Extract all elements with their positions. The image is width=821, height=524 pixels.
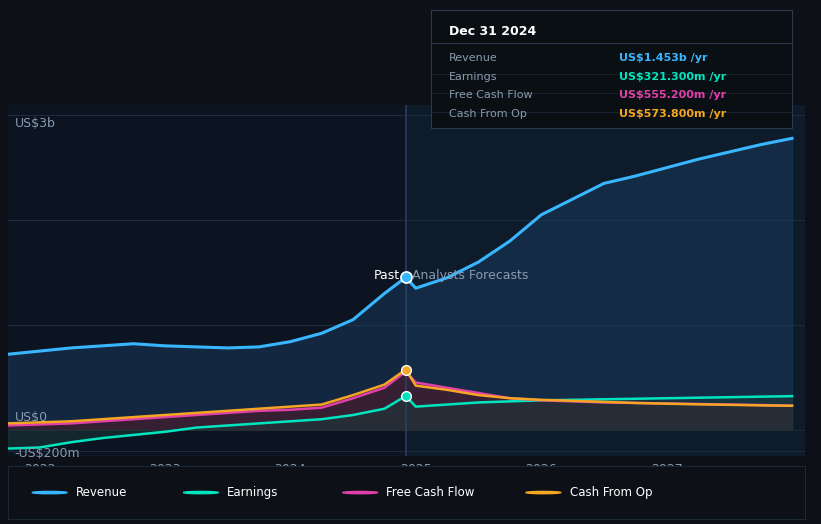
Text: US$0: US$0 [15,411,48,424]
Text: Free Cash Flow: Free Cash Flow [387,486,475,499]
Text: Cash From Op: Cash From Op [449,109,527,119]
Text: US$321.300m /yr: US$321.300m /yr [619,71,726,82]
Text: Earnings: Earnings [449,71,498,82]
Text: Earnings: Earnings [227,486,278,499]
Circle shape [183,492,218,494]
Text: Dec 31 2024: Dec 31 2024 [449,25,536,38]
Text: US$555.200m /yr: US$555.200m /yr [619,90,726,101]
Text: -US$200m: -US$200m [15,447,80,461]
Text: US$573.800m /yr: US$573.800m /yr [619,109,726,119]
Text: US$3b: US$3b [15,117,55,130]
Text: Cash From Op: Cash From Op [570,486,652,499]
Text: Revenue: Revenue [76,486,127,499]
Circle shape [342,492,378,494]
Text: Free Cash Flow: Free Cash Flow [449,90,533,101]
Circle shape [32,492,67,494]
Text: US$1.453b /yr: US$1.453b /yr [619,52,708,63]
Text: Revenue: Revenue [449,52,498,63]
Circle shape [526,492,561,494]
Text: Past: Past [374,269,400,282]
Text: Analysts Forecasts: Analysts Forecasts [412,269,529,282]
Bar [8,105,406,456]
